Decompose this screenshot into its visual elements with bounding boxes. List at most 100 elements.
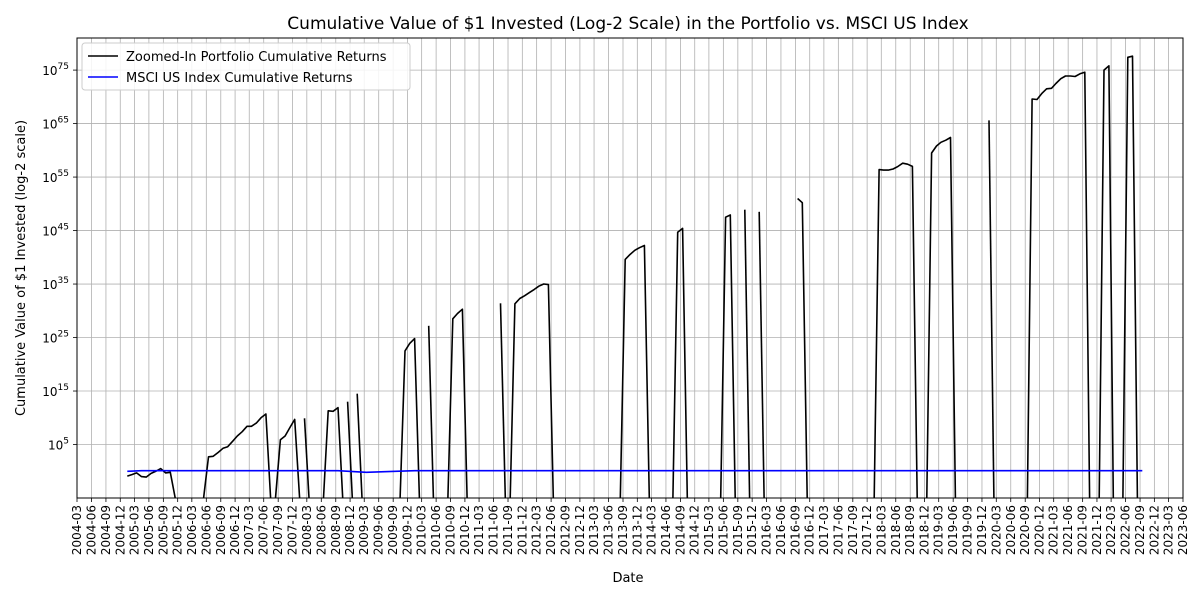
- x-tick-label: 2005-03: [127, 505, 141, 555]
- x-tick-label: 2006-12: [228, 505, 242, 555]
- x-tick-label: 2014-12: [688, 505, 702, 555]
- y-tick-base: 10: [42, 118, 57, 132]
- series-line: [499, 303, 507, 499]
- x-tick-label: 2013-09: [616, 505, 630, 555]
- series-line: [1122, 55, 1139, 499]
- x-tick-label: 2012-06: [544, 505, 558, 555]
- x-tick-label: 2005-09: [156, 505, 170, 555]
- series-line: [509, 283, 555, 499]
- x-tick-label: 2022-09: [1133, 505, 1147, 555]
- x-tick-label: 2009-03: [357, 505, 371, 555]
- x-tick-label: 2022-06: [1119, 505, 1133, 555]
- chart-title: Cumulative Value of $1 Invested (Log-2 S…: [287, 14, 968, 34]
- x-tick-label: 2013-03: [587, 505, 601, 555]
- x-axis-label: Date: [612, 571, 643, 586]
- y-tick-exponent: 75: [58, 62, 69, 72]
- x-tick-label: 2011-09: [501, 505, 515, 555]
- y-tick-exponent: 15: [58, 383, 69, 393]
- x-tick-label: 2017-06: [831, 505, 845, 555]
- series-line: [758, 211, 765, 499]
- series-line: [303, 418, 310, 499]
- x-tick-label: 2021-06: [1061, 505, 1075, 555]
- series-line: [1098, 65, 1115, 499]
- series-line: [744, 209, 751, 499]
- x-tick-label: 2018-03: [874, 505, 888, 555]
- x-tick-label: 2005-12: [171, 505, 185, 555]
- x-tick-label: 2013-12: [630, 505, 644, 555]
- y-tick-label: 1055: [42, 169, 69, 185]
- x-tick-label: 2007-12: [286, 505, 300, 555]
- x-tick-label: 2008-03: [300, 505, 314, 555]
- x-tick-label: 2019-06: [946, 505, 960, 555]
- x-tick-label: 2016-06: [774, 505, 788, 555]
- series-portfolio: [127, 55, 1139, 499]
- x-tick-label: 2004-03: [70, 505, 84, 555]
- x-tick-label: 2014-06: [659, 505, 673, 555]
- x-tick-label: 2011-12: [515, 505, 529, 555]
- legend-box: [81, 42, 411, 91]
- y-tick-base: 10: [48, 439, 63, 453]
- legend-entry-msci: MSCI US Index Cumulative Returns: [126, 71, 353, 86]
- x-tick-label: 2008-06: [314, 505, 328, 555]
- x-tick-label: 2012-03: [530, 505, 544, 555]
- y-tick-base: 10: [42, 171, 57, 185]
- x-tick-label: 2018-06: [889, 505, 903, 555]
- series-line: [926, 136, 957, 499]
- y-tick-base: 10: [42, 385, 57, 399]
- x-tick-label: 2015-06: [716, 505, 730, 555]
- x-tick-label: 2008-09: [329, 505, 343, 555]
- series-line: [1026, 71, 1091, 499]
- x-tick-label: 2006-06: [199, 505, 213, 555]
- legend-entry-portfolio: Zoomed-In Portfolio Cumulative Returns: [126, 50, 387, 65]
- series-line: [873, 162, 918, 499]
- x-tick-label: 2019-03: [932, 505, 946, 555]
- x-tick-label: 2023-03: [1162, 505, 1176, 555]
- x-tick-label: 2016-03: [759, 505, 773, 555]
- x-tick-label: 2006-09: [214, 505, 228, 555]
- series-line: [346, 401, 354, 499]
- x-tick-label: 2020-03: [989, 505, 1003, 555]
- series-line: [797, 197, 808, 499]
- x-tick-label: 2022-12: [1147, 505, 1161, 555]
- x-tick-label: 2008-12: [343, 505, 357, 555]
- y-tick-label: 1075: [42, 62, 69, 78]
- series-line: [322, 406, 344, 499]
- y-tick-label: 1025: [42, 330, 69, 346]
- x-tick-label: 2014-03: [644, 505, 658, 555]
- x-tick-label: 2022-03: [1104, 505, 1118, 555]
- x-tick-label: 2004-12: [113, 505, 127, 555]
- series-msci: [127, 469, 1143, 474]
- x-tick-label: 2009-09: [386, 505, 400, 555]
- x-tick-label: 2004-09: [99, 505, 113, 555]
- y-tick-base: 10: [42, 332, 57, 346]
- series-line: [274, 418, 301, 499]
- x-tick-label: 2012-09: [559, 505, 573, 555]
- x-tick-label: 2015-09: [731, 505, 745, 555]
- y-tick-exponent: 45: [58, 223, 69, 233]
- x-tick-label: 2006-03: [185, 505, 199, 555]
- y-tick-label: 105: [48, 437, 69, 453]
- x-tick-label: 2014-09: [673, 505, 687, 555]
- series-layer: [127, 55, 1143, 499]
- y-tick-exponent: 65: [58, 116, 69, 126]
- x-tick-label: 2011-03: [472, 505, 486, 555]
- x-tick-label: 2015-12: [745, 505, 759, 555]
- grid: [76, 38, 1184, 498]
- y-tick-base: 10: [42, 225, 57, 239]
- series-line: [719, 214, 736, 499]
- y-tick-label: 1035: [42, 276, 69, 292]
- y-tick-exponent: 55: [58, 169, 69, 179]
- plot-frame: [76, 37, 1184, 499]
- x-tick-label: 2021-09: [1076, 505, 1090, 555]
- x-tick-label: 2019-09: [961, 505, 975, 555]
- x-tick-label: 2010-12: [458, 505, 472, 555]
- x-tick-label: 2020-06: [1004, 505, 1018, 555]
- x-tick-label: 2010-03: [415, 505, 429, 555]
- y-tick-label: 1065: [42, 116, 69, 132]
- x-tick-label: 2023-06: [1176, 505, 1190, 555]
- x-tick-label: 2017-12: [860, 505, 874, 555]
- x-tick-label: 2019-12: [975, 505, 989, 555]
- series-line: [127, 469, 1143, 474]
